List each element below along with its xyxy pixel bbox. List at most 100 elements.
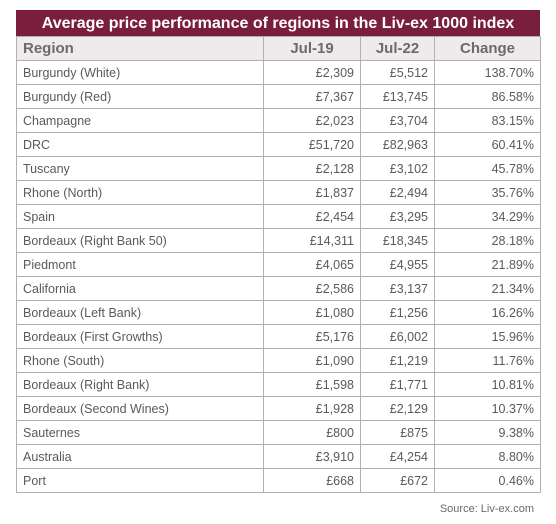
jul22-price-cell: £3,704 bbox=[360, 108, 435, 133]
table-row: Australia £3,910 £4,254 8.80% bbox=[16, 444, 541, 469]
region-cell: Port bbox=[16, 468, 264, 493]
table-row: Rhone (North) £1,837 £2,494 35.76% bbox=[16, 180, 541, 205]
jul19-price-cell: £51,720 bbox=[263, 132, 361, 157]
jul22-price-cell: £3,295 bbox=[360, 204, 435, 229]
jul19-price-cell: £800 bbox=[263, 420, 361, 445]
region-cell: Spain bbox=[16, 204, 264, 229]
change-percent-cell: 35.76% bbox=[434, 180, 541, 205]
table-row: Port £668 £672 0.46% bbox=[16, 468, 541, 493]
table-row: Bordeaux (Left Bank) £1,080 £1,256 16.26% bbox=[16, 300, 541, 325]
jul22-price-cell: £6,002 bbox=[360, 324, 435, 349]
table-row: Champagne £2,023 £3,704 83.15% bbox=[16, 108, 541, 133]
change-percent-cell: 11.76% bbox=[434, 348, 541, 373]
jul22-price-cell: £3,137 bbox=[360, 276, 435, 301]
jul22-price-cell: £1,256 bbox=[360, 300, 435, 325]
price-performance-table: Region Jul-19 Jul-22 Change Burgundy (Wh… bbox=[16, 36, 541, 493]
jul22-price-cell: £672 bbox=[360, 468, 435, 493]
region-cell: Piedmont bbox=[16, 252, 264, 277]
region-cell: Burgundy (White) bbox=[16, 60, 264, 85]
region-cell: Tuscany bbox=[16, 156, 264, 181]
price-performance-table-container: Average price performance of regions in … bbox=[16, 10, 541, 493]
jul22-price-cell: £4,254 bbox=[360, 444, 435, 469]
column-header-jul19: Jul-19 bbox=[263, 36, 361, 61]
table-title: Average price performance of regions in … bbox=[16, 10, 540, 36]
change-percent-cell: 10.81% bbox=[434, 372, 541, 397]
column-header-region: Region bbox=[16, 36, 264, 61]
jul22-price-cell: £18,345 bbox=[360, 228, 435, 253]
jul22-price-cell: £13,745 bbox=[360, 84, 435, 109]
change-percent-cell: 21.34% bbox=[434, 276, 541, 301]
change-percent-cell: 10.37% bbox=[434, 396, 541, 421]
change-percent-cell: 16.26% bbox=[434, 300, 541, 325]
jul22-price-cell: £1,219 bbox=[360, 348, 435, 373]
jul22-price-cell: £1,771 bbox=[360, 372, 435, 397]
table-row: Piedmont £4,065 £4,955 21.89% bbox=[16, 252, 541, 277]
jul19-price-cell: £14,311 bbox=[263, 228, 361, 253]
region-cell: Burgundy (Red) bbox=[16, 84, 264, 109]
change-percent-cell: 34.29% bbox=[434, 204, 541, 229]
jul19-price-cell: £4,065 bbox=[263, 252, 361, 277]
table-row: Sauternes £800 £875 9.38% bbox=[16, 420, 541, 445]
jul19-price-cell: £2,128 bbox=[263, 156, 361, 181]
jul19-price-cell: £668 bbox=[263, 468, 361, 493]
jul22-price-cell: £3,102 bbox=[360, 156, 435, 181]
change-percent-cell: 21.89% bbox=[434, 252, 541, 277]
region-cell: Bordeaux (Left Bank) bbox=[16, 300, 264, 325]
region-cell: Bordeaux (Right Bank 50) bbox=[16, 228, 264, 253]
region-cell: Bordeaux (Second Wines) bbox=[16, 396, 264, 421]
jul19-price-cell: £2,309 bbox=[263, 60, 361, 85]
table-row: Spain £2,454 £3,295 34.29% bbox=[16, 204, 541, 229]
jul19-price-cell: £1,598 bbox=[263, 372, 361, 397]
jul19-price-cell: £2,586 bbox=[263, 276, 361, 301]
change-percent-cell: 86.58% bbox=[434, 84, 541, 109]
table-row: Tuscany £2,128 £3,102 45.78% bbox=[16, 156, 541, 181]
change-percent-cell: 60.41% bbox=[434, 132, 541, 157]
region-cell: California bbox=[16, 276, 264, 301]
change-percent-cell: 83.15% bbox=[434, 108, 541, 133]
region-cell: Australia bbox=[16, 444, 264, 469]
change-percent-cell: 0.46% bbox=[434, 468, 541, 493]
jul19-price-cell: £2,454 bbox=[263, 204, 361, 229]
table-row: Bordeaux (Right Bank) £1,598 £1,771 10.81% bbox=[16, 372, 541, 397]
table-row: Bordeaux (Right Bank 50) £14,311 £18,345 28… bbox=[16, 228, 541, 253]
table-row: DRC £51,720 £82,963 60.41% bbox=[16, 132, 541, 157]
jul19-price-cell: £3,910 bbox=[263, 444, 361, 469]
table-row: Bordeaux (First Growths) £5,176 £6,002 15.9… bbox=[16, 324, 541, 349]
jul19-price-cell: £1,928 bbox=[263, 396, 361, 421]
change-percent-cell: 9.38% bbox=[434, 420, 541, 445]
jul19-price-cell: £1,090 bbox=[263, 348, 361, 373]
table-row: Bordeaux (Second Wines) £1,928 £2,129 10.37… bbox=[16, 396, 541, 421]
change-percent-cell: 45.78% bbox=[434, 156, 541, 181]
table-row: Rhone (South) £1,090 £1,219 11.76% bbox=[16, 348, 541, 373]
jul19-price-cell: £7,367 bbox=[263, 84, 361, 109]
region-cell: Bordeaux (First Growths) bbox=[16, 324, 264, 349]
region-cell: Rhone (North) bbox=[16, 180, 264, 205]
source-note: Source: Liv-ex.com bbox=[439, 503, 534, 515]
jul19-price-cell: £1,837 bbox=[263, 180, 361, 205]
region-cell: DRC bbox=[16, 132, 264, 157]
jul22-price-cell: £82,963 bbox=[360, 132, 435, 157]
jul22-price-cell: £875 bbox=[360, 420, 435, 445]
jul19-price-cell: £5,176 bbox=[263, 324, 361, 349]
change-percent-cell: 8.80% bbox=[434, 444, 541, 469]
jul19-price-cell: £1,080 bbox=[263, 300, 361, 325]
jul22-price-cell: £2,494 bbox=[360, 180, 435, 205]
region-cell: Rhone (South) bbox=[16, 348, 264, 373]
table-row: California £2,586 £3,137 21.34% bbox=[16, 276, 541, 301]
change-percent-cell: 138.70% bbox=[434, 60, 541, 85]
table-row: Burgundy (Red) £7,367 £13,745 86.58% bbox=[16, 84, 541, 109]
jul22-price-cell: £4,955 bbox=[360, 252, 435, 277]
jul19-price-cell: £2,023 bbox=[263, 108, 361, 133]
column-header-jul22: Jul-22 bbox=[360, 36, 435, 61]
change-percent-cell: 15.96% bbox=[434, 324, 541, 349]
jul22-price-cell: £5,512 bbox=[360, 60, 435, 85]
header-row: Region Jul-19 Jul-22 Change bbox=[16, 36, 541, 61]
change-percent-cell: 28.18% bbox=[434, 228, 541, 253]
column-header-change: Change bbox=[434, 36, 541, 61]
region-cell: Champagne bbox=[16, 108, 264, 133]
table-row: Burgundy (White) £2,309 £5,512 138.70% bbox=[16, 60, 541, 85]
jul22-price-cell: £2,129 bbox=[360, 396, 435, 421]
region-cell: Sauternes bbox=[16, 420, 264, 445]
region-cell: Bordeaux (Right Bank) bbox=[16, 372, 264, 397]
table-body: Burgundy (White) £2,309 £5,512 138.70% Burgu… bbox=[16, 60, 541, 493]
